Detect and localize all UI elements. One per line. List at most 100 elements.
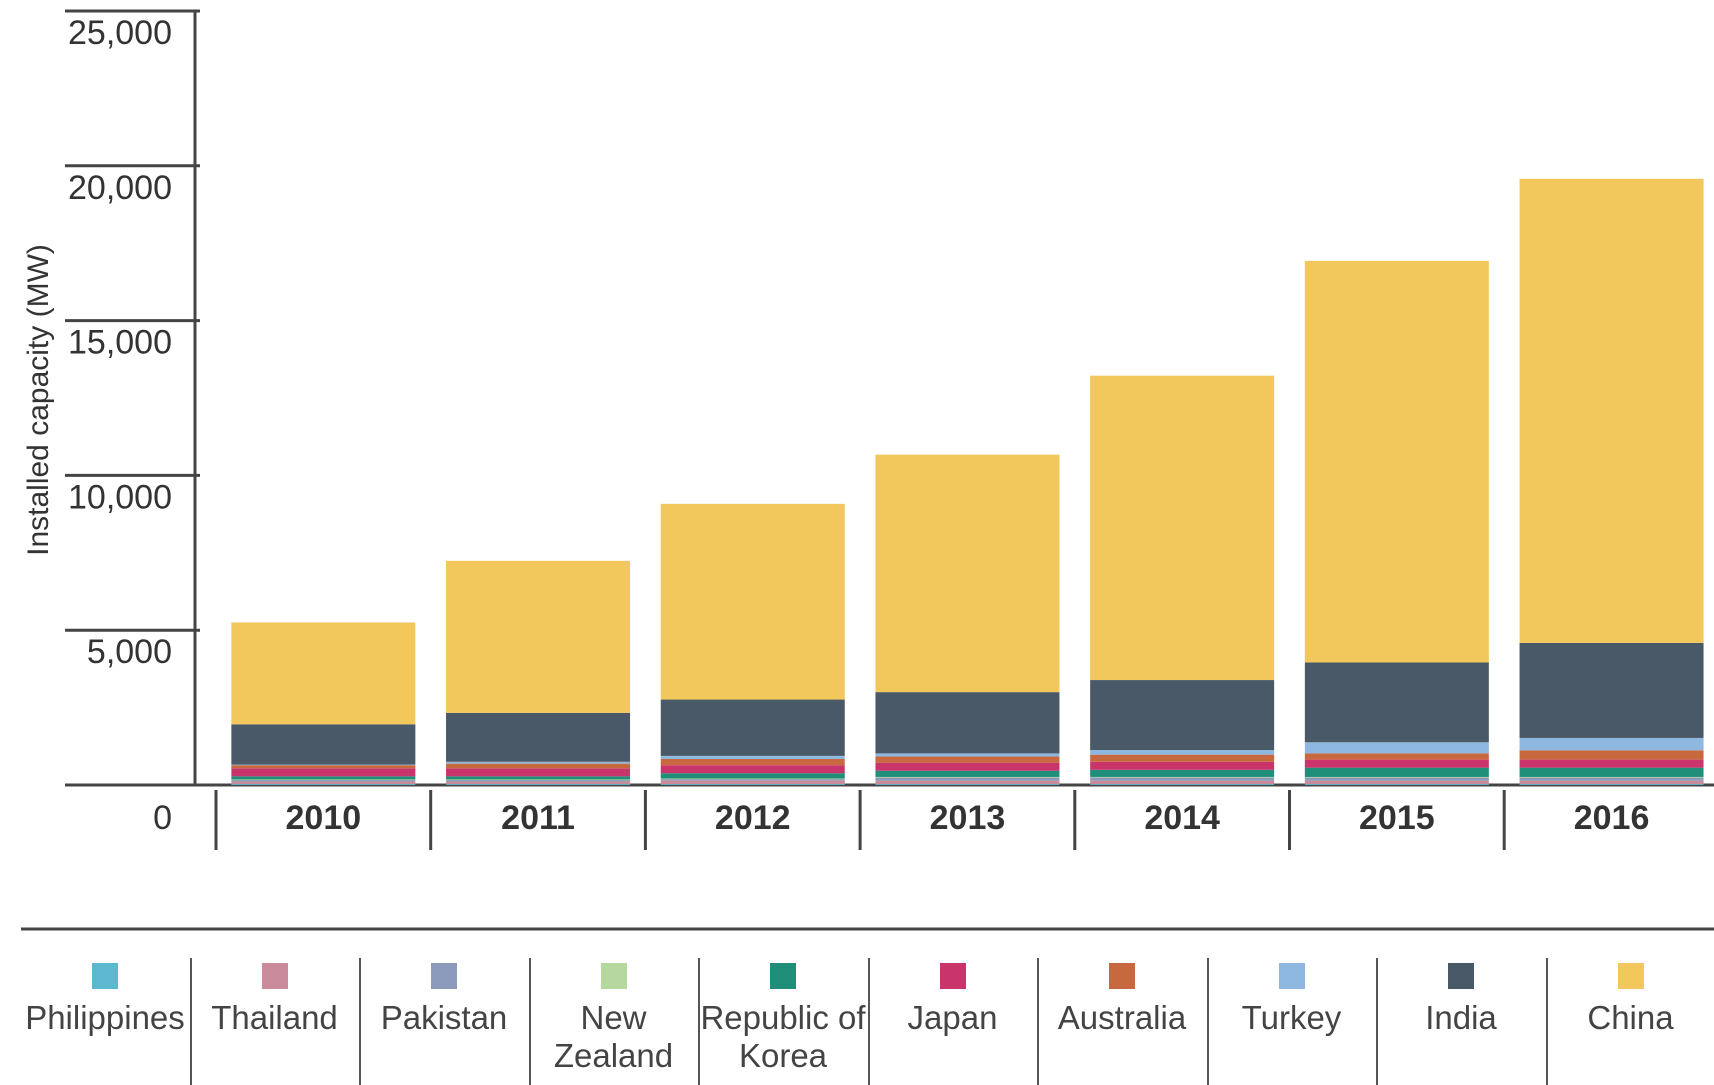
bar-segment xyxy=(231,768,416,777)
bar-segment xyxy=(231,784,416,785)
legend-swatch xyxy=(770,963,796,989)
bar-segment xyxy=(875,784,1060,785)
bar-segment xyxy=(446,761,631,764)
legend-item: New Zealand xyxy=(530,958,698,1075)
x-tick-label: 2012 xyxy=(715,799,791,837)
bar-segment xyxy=(1519,780,1704,785)
legend-separator xyxy=(528,958,531,1085)
bar-segment xyxy=(446,763,631,769)
x-tick-label: 2013 xyxy=(930,799,1006,837)
y-tick-label: 5,000 xyxy=(87,633,172,671)
bar-segment xyxy=(660,779,845,781)
legend-item: Pakistan xyxy=(360,958,528,1037)
bar-segment xyxy=(231,779,416,781)
bar-segment xyxy=(1304,759,1489,768)
bar-segment xyxy=(875,777,1060,781)
y-tick-label: 10,000 xyxy=(68,478,172,516)
bar-segment xyxy=(1304,780,1489,785)
bar-segment xyxy=(1304,777,1489,781)
bar-segment xyxy=(875,776,1060,778)
bar-segment xyxy=(660,758,845,766)
bar-segment xyxy=(446,779,631,781)
x-tick-label: 2011 xyxy=(501,799,575,837)
bar-segment xyxy=(1090,761,1275,770)
bar-segment xyxy=(1304,260,1489,663)
legend-label: New Zealand xyxy=(553,999,674,1074)
bar-segment xyxy=(660,699,845,756)
legend-item: Turkey xyxy=(1208,958,1376,1037)
legend-item: Thailand xyxy=(191,958,359,1037)
bar-segment xyxy=(1519,642,1704,738)
legend-separator xyxy=(1545,958,1548,1085)
x-tick-label: 2014 xyxy=(1144,799,1220,837)
bar-segment xyxy=(875,753,1060,757)
legend-swatch xyxy=(600,963,627,989)
bar-segment xyxy=(1519,767,1704,777)
bar-segment xyxy=(1090,750,1275,755)
legend-label: India xyxy=(1425,999,1497,1036)
legend-item: China xyxy=(1547,958,1714,1037)
x-tick-label: 2010 xyxy=(286,799,362,837)
legend-separator xyxy=(867,958,870,1085)
legend-label: China xyxy=(1587,999,1674,1036)
legend-swatch xyxy=(1109,963,1135,989)
bar-segment xyxy=(660,778,845,780)
bar-segment xyxy=(446,560,631,713)
legend-label: Pakistan xyxy=(380,999,508,1036)
legend-separator xyxy=(1206,958,1209,1085)
bar-segment xyxy=(1090,754,1275,762)
legend-separator xyxy=(189,958,192,1085)
bar-segment xyxy=(1090,776,1275,778)
legend-label: Australia xyxy=(1057,999,1187,1036)
y-tick-label: 0 xyxy=(153,799,172,837)
bar-segment xyxy=(231,776,416,780)
bar-segment xyxy=(660,765,845,774)
legend-item: India xyxy=(1377,958,1545,1037)
legend-item: Republic of Korea xyxy=(699,958,867,1075)
bar-segment xyxy=(1304,753,1489,760)
bar-segment xyxy=(231,781,416,785)
y-tick-label: 20,000 xyxy=(68,169,172,207)
bar-segment xyxy=(660,784,845,785)
bar-segment xyxy=(446,781,631,785)
bar-segment xyxy=(1519,776,1704,778)
bar-segment xyxy=(875,454,1060,693)
legend-swatch xyxy=(1448,963,1474,989)
legend-separator xyxy=(698,958,700,1085)
y-tick-label: 15,000 xyxy=(68,324,172,362)
y-tick-label: 25,000 xyxy=(68,14,172,52)
legend-swatch xyxy=(1617,963,1644,989)
bar-segment xyxy=(875,762,1060,771)
legend-label: Republic of Korea xyxy=(700,999,866,1074)
bar-segment xyxy=(1090,780,1275,785)
legend-item: Australia xyxy=(1038,958,1206,1037)
bar-segment xyxy=(1304,784,1489,785)
bar-segment xyxy=(231,764,416,766)
legend-separator xyxy=(359,958,361,1085)
legend-label: Japan xyxy=(907,999,998,1036)
bar-segment xyxy=(1090,784,1275,785)
bar-segment xyxy=(1519,178,1704,643)
legend-swatch xyxy=(431,963,457,989)
x-tick-label: 2016 xyxy=(1574,799,1650,837)
bar-segment xyxy=(1090,777,1275,781)
bar-segment xyxy=(660,755,845,759)
bar-segment xyxy=(1304,767,1489,777)
bar-segment xyxy=(1519,750,1704,760)
legend-swatch xyxy=(939,963,966,989)
bar-segment xyxy=(446,780,631,782)
bar-segment xyxy=(231,622,416,725)
bar-segment xyxy=(875,692,1060,754)
bar-segment xyxy=(660,773,845,779)
bar-segment xyxy=(446,768,631,777)
bar-segment xyxy=(1519,759,1704,768)
legend-swatch xyxy=(92,963,118,989)
bar-segment xyxy=(1304,776,1489,778)
legend-swatch xyxy=(261,963,288,989)
bar-segment xyxy=(1519,784,1704,785)
legend-separator xyxy=(1037,958,1039,1085)
bar-segment xyxy=(1090,680,1275,751)
bar-segment xyxy=(231,724,416,765)
legend-label: Thailand xyxy=(211,999,338,1036)
